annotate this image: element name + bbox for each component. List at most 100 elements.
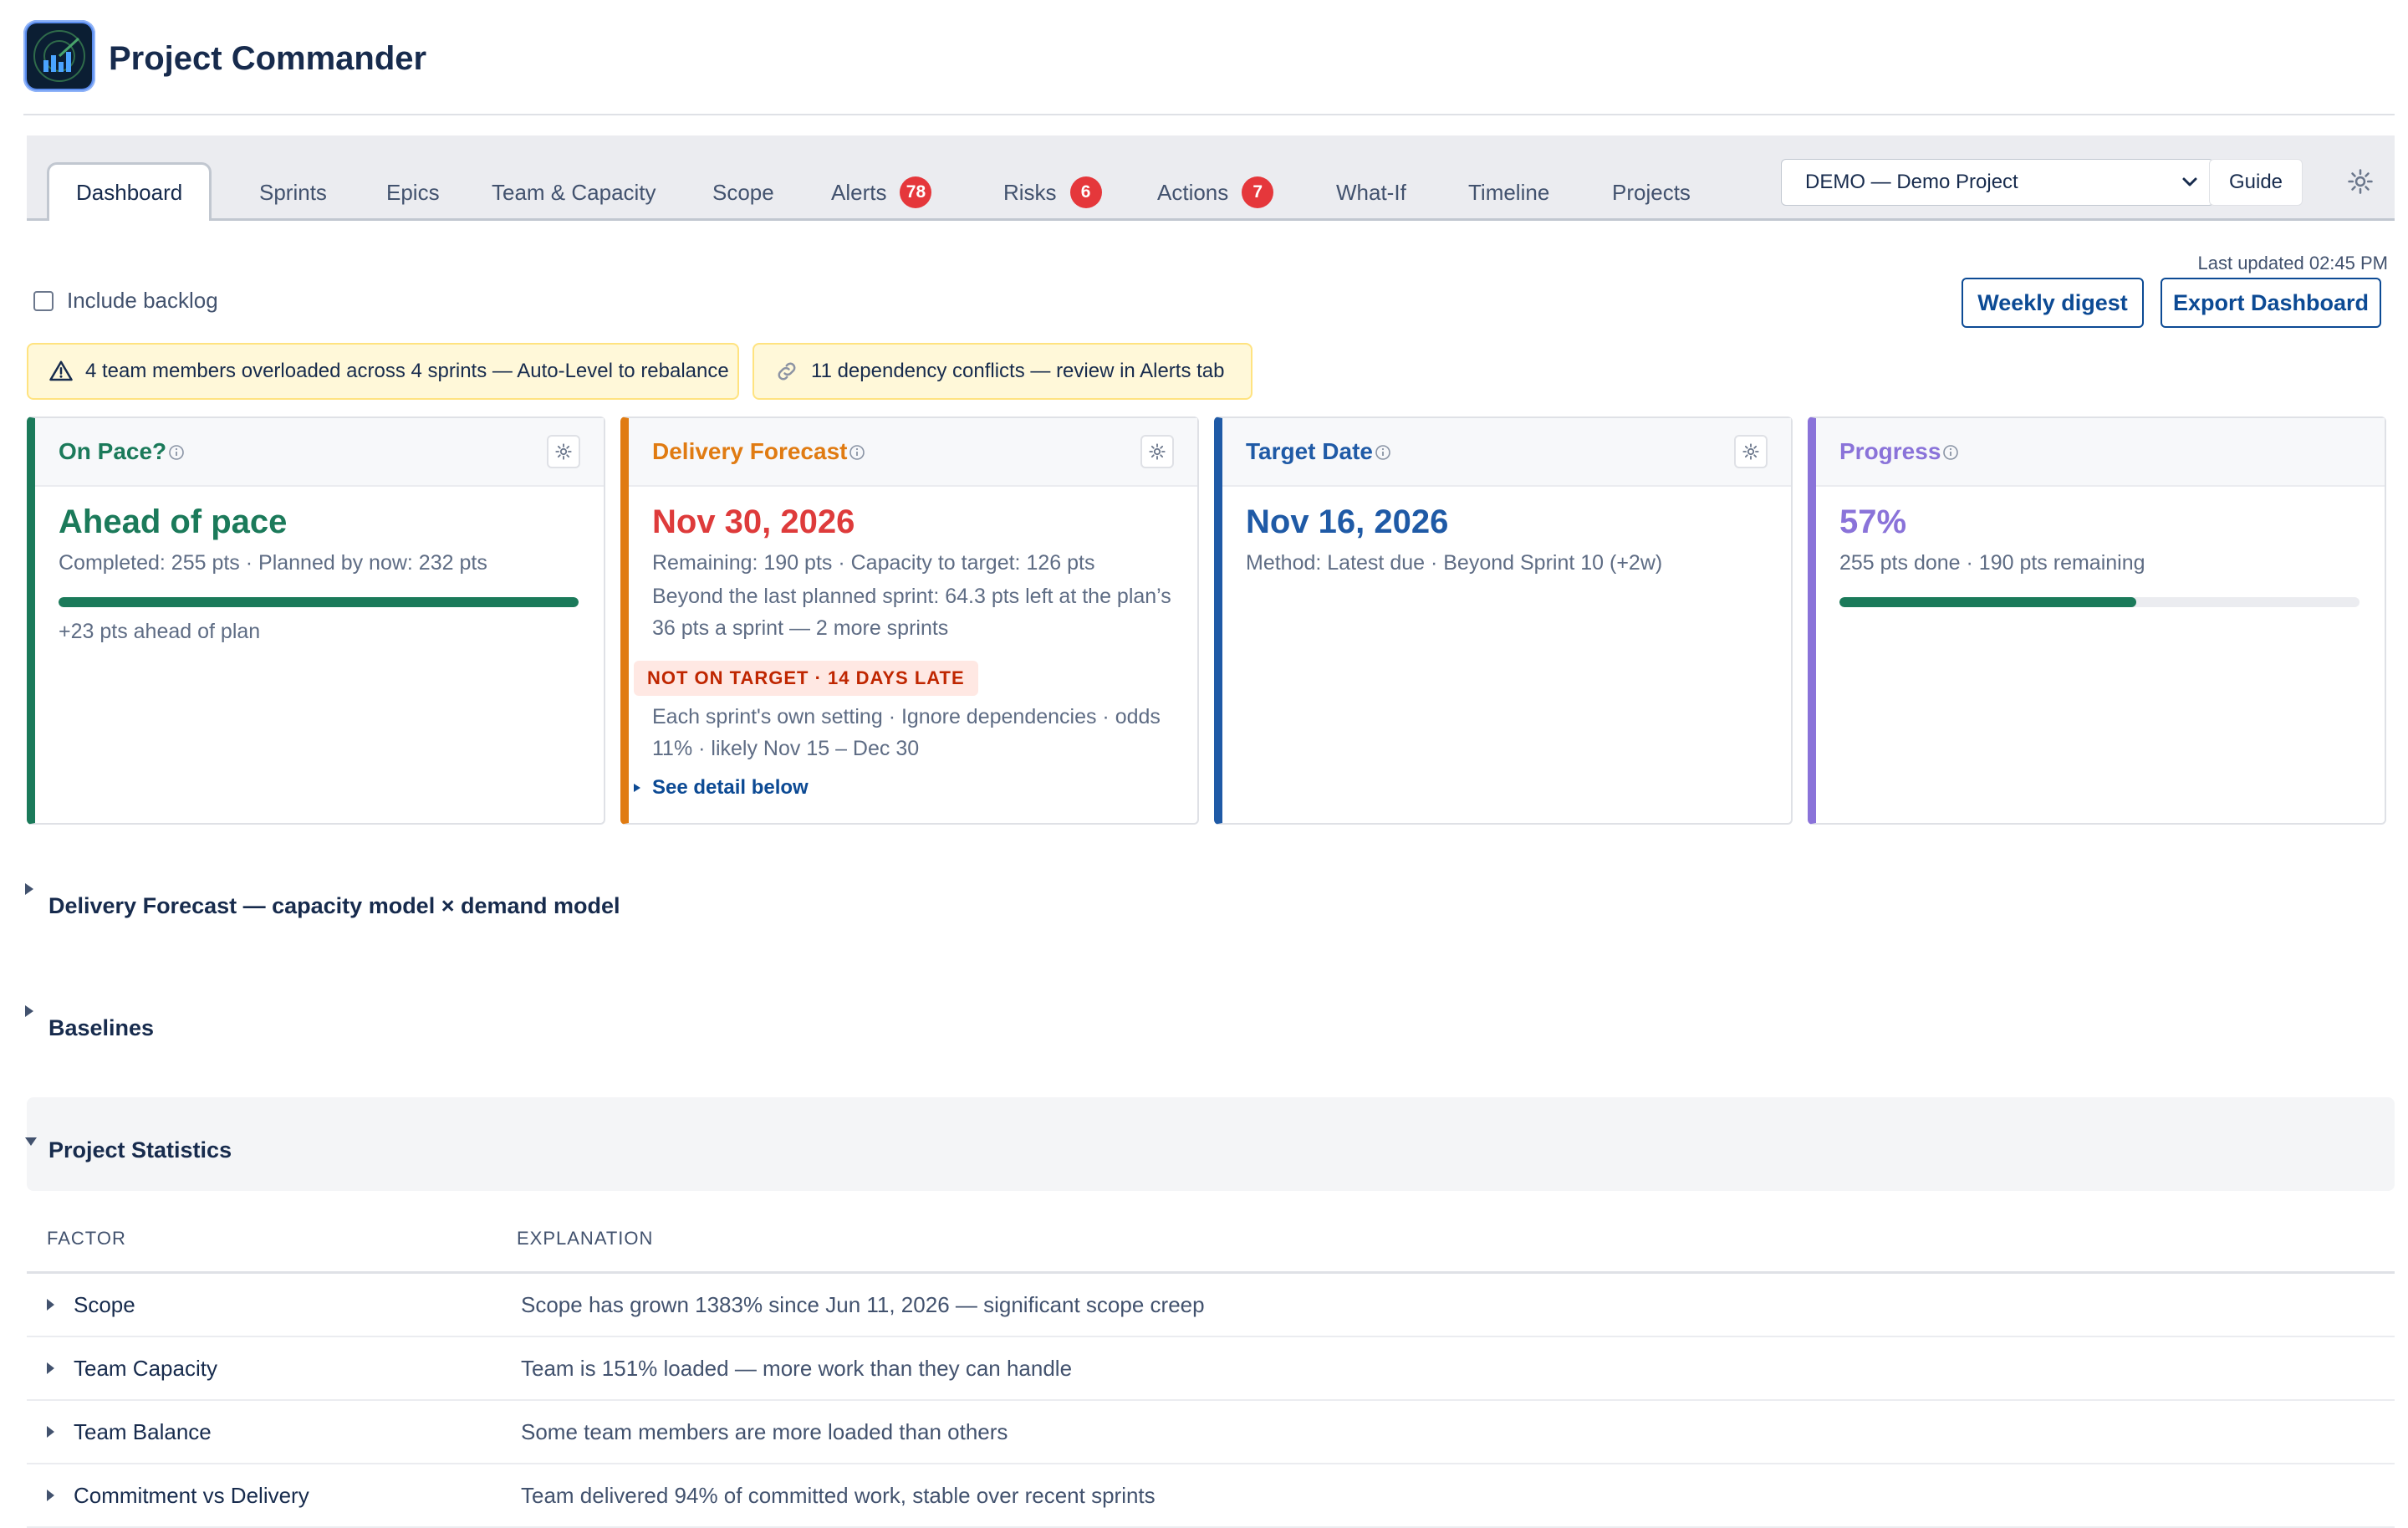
statistics-table: FACTOR EXPLANATION Scope Scope has grown… [27, 1204, 2395, 1528]
overload-warning-text: 4 team members overloaded across 4 sprin… [85, 360, 729, 382]
guide-button[interactable]: Guide [2209, 159, 2303, 206]
column-header-factor: FACTOR [47, 1228, 126, 1249]
table-row[interactable]: Commitment vs Delivery Team delivered 94… [27, 1464, 2395, 1528]
tab-label: Scope [712, 179, 774, 205]
tab-label: Risks [1003, 179, 1057, 205]
tab-projects[interactable]: Projects [1612, 164, 1691, 221]
tab-label: Team & Capacity [492, 179, 656, 205]
explanation-cell: Some team members are more loaded than o… [521, 1419, 1008, 1444]
card-header: Target Date [1222, 418, 1791, 487]
tab-timeline[interactable]: Timeline [1468, 164, 1549, 221]
explanation-cell: Scope has grown 1383% since Jun 11, 2026… [521, 1292, 1205, 1317]
info-icon[interactable] [1942, 444, 1959, 461]
forecast-remaining: Remaining: 190 pts · Capacity to target:… [652, 551, 1095, 575]
table-row[interactable]: Team Capacity Team is 151% loaded — more… [27, 1337, 2395, 1401]
app-header: Project Commander [23, 20, 2395, 115]
tab-label: Actions [1157, 179, 1229, 205]
tab-label: Dashboard [76, 180, 183, 205]
include-backlog-toggle[interactable]: Include backlog [33, 288, 218, 314]
forecast-model-section[interactable]: Delivery Forecast — capacity model × dem… [25, 883, 620, 919]
factor-cell: Scope [74, 1292, 135, 1317]
see-detail-link[interactable]: See detail below [634, 776, 809, 800]
include-backlog-label: Include backlog [67, 288, 218, 313]
forecast-date: Nov 30, 2026 [652, 503, 855, 540]
card-header: Delivery Forecast [629, 418, 1197, 487]
tab-scope[interactable]: Scope [712, 164, 774, 221]
actions-count-badge: 7 [1242, 176, 1274, 208]
caret-down-icon [25, 1137, 37, 1146]
link-icon [778, 362, 796, 381]
weekly-digest-button[interactable]: Weekly digest [1962, 278, 2144, 328]
card-title: Progress [1839, 438, 1959, 465]
on-pace-progress-bar [59, 597, 579, 607]
progress-card: Progress 57% 255 pts done · 190 pts rema… [1808, 416, 2386, 825]
info-icon[interactable] [168, 444, 185, 461]
forecast-settings-summary: Each sprint's own setting · Ignore depen… [652, 705, 1161, 760]
forecast-beyond-plan: Beyond the last planned sprint: 64.3 pts… [652, 585, 1171, 640]
caret-right-icon [634, 784, 640, 792]
table-row[interactable]: Scope Scope has grown 1383% since Jun 11… [27, 1274, 2395, 1337]
tab-risks[interactable]: Risks 6 [1003, 164, 1102, 221]
caret-right-icon [25, 1005, 33, 1017]
see-detail-label: See detail below [652, 776, 809, 799]
section-title: Delivery Forecast — capacity model × dem… [48, 893, 620, 918]
target-date-card: Target Date Nov 16, 2026 Method: Latest … [1214, 416, 1793, 825]
export-dashboard-button[interactable]: Export Dashboard [2161, 278, 2381, 328]
card-settings-button[interactable] [547, 435, 580, 468]
baselines-section[interactable]: Baselines [25, 1005, 155, 1041]
caret-right-icon [47, 1490, 54, 1501]
risks-count-badge: 6 [1069, 176, 1102, 208]
tab-alerts[interactable]: Alerts 78 [831, 164, 932, 221]
project-select-value: DEMO — Demo Project [1805, 171, 2018, 193]
card-header: Progress [1816, 418, 2385, 487]
factor-cell: Team Balance [74, 1419, 212, 1444]
card-settings-button[interactable] [1734, 435, 1768, 468]
not-on-target-badge: NOT ON TARGET · 14 DAYS LATE [634, 661, 978, 696]
info-icon[interactable] [1375, 444, 1391, 461]
app-title: Project Commander [109, 40, 427, 77]
tab-what-if[interactable]: What-If [1336, 164, 1406, 221]
dependency-conflict-banner[interactable]: 11 dependency conflicts — review in Aler… [752, 343, 1252, 400]
on-pace-note: +23 pts ahead of plan [59, 620, 261, 643]
tab-actions[interactable]: Actions 7 [1157, 164, 1274, 221]
section-title: Baselines [48, 1015, 155, 1040]
project-select[interactable]: DEMO — Demo Project [1781, 159, 2214, 206]
table-row[interactable]: Team Balance Some team members are more … [27, 1401, 2395, 1464]
card-title: On Pace? [59, 438, 185, 465]
on-pace-details: Completed: 255 pts · Planned by now: 232… [59, 551, 487, 575]
tab-label: Projects [1612, 179, 1691, 205]
tab-label: Sprints [259, 179, 327, 205]
gear-icon [1742, 443, 1759, 460]
info-icon[interactable] [849, 444, 865, 461]
project-statistics-section[interactable]: Project Statistics [25, 1097, 2395, 1191]
card-header: On Pace? [35, 418, 604, 487]
tab-team-capacity[interactable]: Team & Capacity [492, 164, 656, 221]
app-logo [23, 20, 95, 92]
card-title: Delivery Forecast [652, 438, 865, 465]
explanation-cell: Team is 151% loaded — more work than the… [521, 1356, 1073, 1381]
column-header-explanation: EXPLANATION [517, 1228, 654, 1249]
target-date-method: Method: Latest due · Beyond Sprint 10 (+… [1246, 551, 1663, 575]
factor-cell: Team Capacity [74, 1356, 217, 1381]
tab-sprints[interactable]: Sprints [259, 164, 327, 221]
tab-dashboard[interactable]: Dashboard [47, 162, 212, 221]
gear-icon [1149, 443, 1166, 460]
tab-label: What-If [1336, 179, 1406, 205]
tab-label: Timeline [1468, 179, 1550, 205]
caret-right-icon [47, 1362, 54, 1374]
gear-icon[interactable] [2346, 167, 2375, 196]
tab-epics[interactable]: Epics [386, 164, 440, 221]
tab-bar: Dashboard Sprints Epics Team & Capacity … [27, 135, 2395, 221]
radar-chart-icon [33, 30, 85, 82]
progress-details: 255 pts done · 190 pts remaining [1839, 551, 2145, 575]
card-settings-button[interactable] [1140, 435, 1174, 468]
factor-cell: Commitment vs Delivery [74, 1483, 309, 1508]
target-date-value: Nov 16, 2026 [1246, 503, 1449, 540]
on-pace-progress-fill [59, 597, 579, 607]
progress-bar [1839, 597, 2360, 607]
delivery-forecast-card: Delivery Forecast Nov 30, 2026 Remaining… [620, 416, 1199, 825]
overload-warning-banner[interactable]: 4 team members overloaded across 4 sprin… [27, 343, 739, 400]
include-backlog-checkbox[interactable] [33, 290, 54, 311]
alerts-count-badge: 78 [900, 176, 932, 208]
